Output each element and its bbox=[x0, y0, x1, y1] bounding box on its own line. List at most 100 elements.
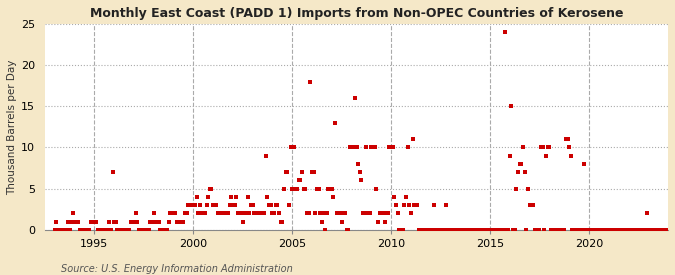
Point bbox=[342, 228, 352, 232]
Point bbox=[120, 228, 131, 232]
Point bbox=[66, 219, 77, 224]
Point bbox=[333, 211, 344, 216]
Point bbox=[173, 219, 184, 224]
Point bbox=[239, 211, 250, 216]
Point bbox=[477, 228, 487, 232]
Point bbox=[383, 211, 394, 216]
Point bbox=[371, 186, 381, 191]
Point bbox=[354, 170, 365, 174]
Point bbox=[583, 228, 594, 232]
Point bbox=[275, 219, 286, 224]
Point bbox=[280, 170, 291, 174]
Point bbox=[410, 203, 421, 207]
Point bbox=[407, 137, 418, 141]
Point bbox=[638, 228, 649, 232]
Point bbox=[81, 228, 92, 232]
Point bbox=[564, 145, 574, 150]
Point bbox=[608, 228, 619, 232]
Point bbox=[595, 228, 606, 232]
Point bbox=[421, 228, 431, 232]
Point bbox=[288, 145, 299, 150]
Point bbox=[471, 228, 482, 232]
Point bbox=[287, 186, 298, 191]
Point bbox=[607, 228, 618, 232]
Point bbox=[130, 211, 141, 216]
Point bbox=[231, 195, 242, 199]
Point bbox=[244, 211, 254, 216]
Point bbox=[135, 228, 146, 232]
Point bbox=[432, 228, 443, 232]
Point bbox=[313, 186, 324, 191]
Point bbox=[269, 211, 279, 216]
Point bbox=[435, 228, 446, 232]
Point bbox=[101, 228, 111, 232]
Point bbox=[463, 228, 474, 232]
Point bbox=[460, 228, 470, 232]
Point bbox=[338, 211, 349, 216]
Point bbox=[615, 228, 626, 232]
Point bbox=[96, 228, 107, 232]
Point bbox=[625, 228, 636, 232]
Point bbox=[61, 228, 72, 232]
Point bbox=[193, 211, 204, 216]
Point bbox=[610, 228, 621, 232]
Point bbox=[327, 186, 338, 191]
Point bbox=[350, 96, 360, 100]
Point bbox=[392, 211, 403, 216]
Point bbox=[94, 228, 105, 232]
Point bbox=[254, 211, 265, 216]
Point bbox=[140, 228, 151, 232]
Point bbox=[264, 203, 275, 207]
Point bbox=[185, 203, 196, 207]
Point bbox=[455, 228, 466, 232]
Point bbox=[160, 228, 171, 232]
Point bbox=[417, 228, 428, 232]
Point bbox=[92, 228, 103, 232]
Point bbox=[353, 162, 364, 166]
Point bbox=[56, 228, 67, 232]
Point bbox=[462, 228, 472, 232]
Point bbox=[223, 211, 234, 216]
Point bbox=[161, 228, 172, 232]
Point bbox=[152, 219, 163, 224]
Point bbox=[176, 219, 187, 224]
Point bbox=[396, 228, 406, 232]
Point bbox=[503, 228, 514, 232]
Point bbox=[145, 219, 156, 224]
Point bbox=[199, 211, 210, 216]
Point bbox=[536, 145, 547, 150]
Point bbox=[456, 228, 467, 232]
Point bbox=[102, 228, 113, 232]
Point bbox=[79, 228, 90, 232]
Point bbox=[188, 203, 198, 207]
Point bbox=[659, 228, 670, 232]
Point bbox=[256, 211, 267, 216]
Point bbox=[213, 211, 223, 216]
Point bbox=[522, 186, 533, 191]
Point bbox=[587, 228, 597, 232]
Point bbox=[655, 228, 666, 232]
Point bbox=[115, 228, 126, 232]
Point bbox=[512, 170, 523, 174]
Point bbox=[630, 228, 641, 232]
Point bbox=[361, 145, 372, 150]
Point bbox=[112, 228, 123, 232]
Point bbox=[170, 211, 181, 216]
Point bbox=[489, 228, 500, 232]
Point bbox=[534, 228, 545, 232]
Point bbox=[71, 219, 82, 224]
Point bbox=[656, 228, 667, 232]
Point bbox=[358, 211, 369, 216]
Point bbox=[336, 219, 347, 224]
Point bbox=[526, 203, 537, 207]
Point bbox=[74, 228, 85, 232]
Point bbox=[539, 228, 550, 232]
Point bbox=[157, 228, 167, 232]
Point bbox=[533, 228, 543, 232]
Point bbox=[570, 228, 581, 232]
Point bbox=[317, 219, 327, 224]
Point bbox=[138, 228, 149, 232]
Point bbox=[302, 211, 313, 216]
Point bbox=[622, 228, 632, 232]
Point bbox=[414, 228, 425, 232]
